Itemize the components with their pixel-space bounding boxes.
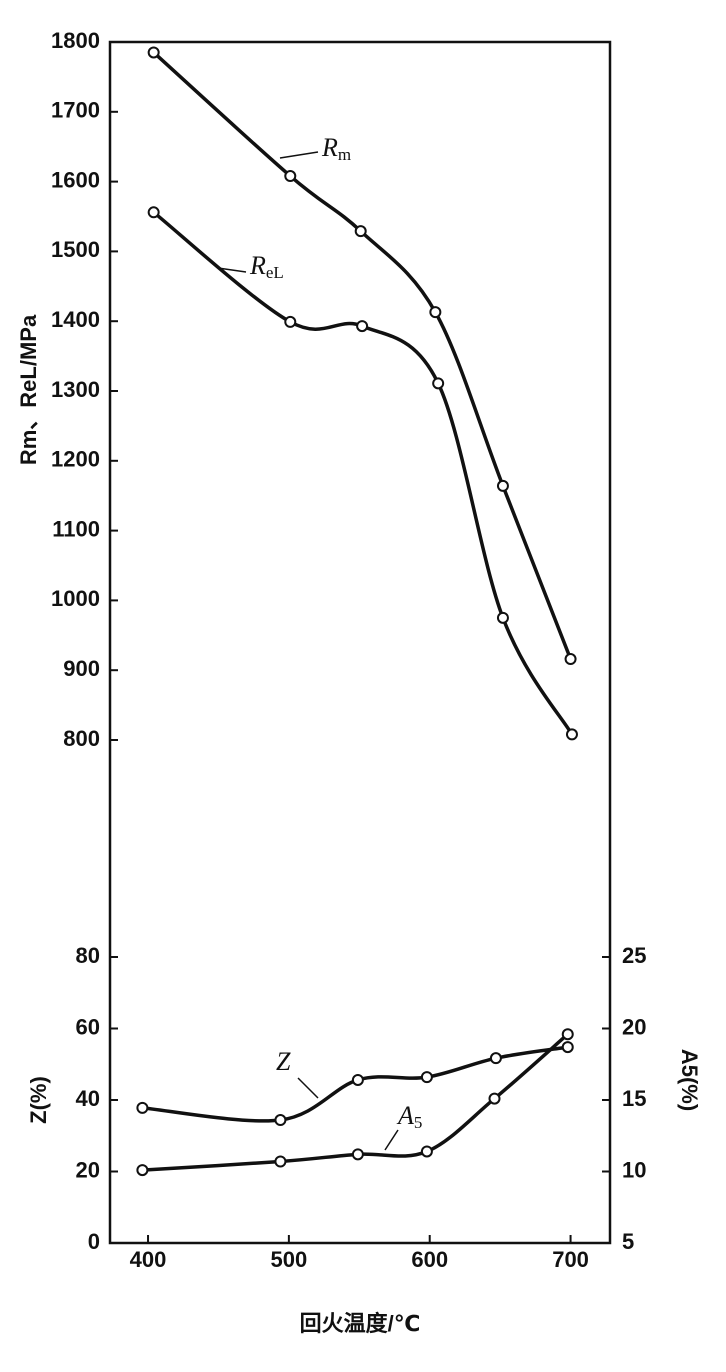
data-point [561, 1041, 574, 1054]
x-axis-label: 回火温度/℃ [300, 1311, 421, 1336]
y-tick-label: 20 [76, 1157, 100, 1182]
data-point [274, 1114, 287, 1127]
y-tick-label: 1600 [51, 167, 100, 192]
series-label: Rm [321, 133, 351, 164]
y2-tick-label: 20 [622, 1014, 646, 1039]
data-point [420, 1071, 433, 1084]
y-tick-label: 1400 [51, 307, 100, 332]
series-line [142, 1032, 569, 1172]
y2-tick-label: 25 [622, 943, 646, 968]
y-tick-label: 1200 [51, 447, 100, 472]
x-tick-label: 400 [130, 1247, 167, 1272]
y-tick-label: 1000 [51, 586, 100, 611]
plot-frame [108, 40, 612, 1245]
data-point [351, 1073, 364, 1086]
data-point [284, 315, 297, 328]
data-point [489, 1052, 502, 1065]
leader [297, 1077, 319, 1099]
x-tick-label: 700 [552, 1247, 589, 1272]
data-point [274, 1155, 287, 1168]
data-point [354, 225, 367, 238]
y-tick-label: 1500 [51, 237, 100, 262]
leader [384, 1129, 399, 1151]
y-tick-label: 800 [63, 726, 100, 751]
series-label: A5 [396, 1101, 422, 1132]
series-line [152, 51, 573, 660]
data-point [136, 1164, 149, 1177]
series-line [152, 210, 574, 736]
x-tick-label: 600 [411, 1247, 448, 1272]
y-axis-label: Z(%) [26, 1076, 51, 1124]
data-point [284, 170, 297, 183]
y2-tick-label: 5 [622, 1229, 634, 1254]
y-tick-label: 1700 [51, 98, 100, 123]
y-tick-label: 60 [76, 1014, 100, 1039]
y-tick-label: 1100 [52, 516, 100, 541]
data-point [496, 611, 509, 624]
data-point [351, 1148, 364, 1161]
y-tick-label: 0 [88, 1229, 100, 1254]
leader [217, 267, 247, 273]
data-point [147, 206, 160, 219]
y-tick-label: 40 [76, 1086, 100, 1111]
y-tick-label: 1800 [51, 28, 100, 53]
series-label: ReL [249, 251, 284, 282]
data-point [561, 1028, 574, 1041]
data-point [356, 320, 369, 333]
data-point [496, 479, 509, 492]
data-point [429, 306, 442, 319]
y-tick-label: 80 [76, 943, 100, 968]
leader [279, 151, 319, 159]
y2-axis-label: A5(%) [677, 1049, 702, 1111]
y-tick-label: 1300 [51, 377, 100, 402]
data-point [565, 728, 578, 741]
data-point [564, 653, 577, 666]
series-label: Z [276, 1047, 291, 1076]
data-point [420, 1145, 433, 1158]
x-tick-label: 500 [271, 1247, 308, 1272]
data-point [147, 46, 160, 59]
y-axis-label: Rm、ReL/MPa [16, 314, 41, 465]
y2-tick-label: 10 [622, 1157, 646, 1182]
y2-tick-label: 15 [622, 1086, 646, 1111]
leader-lines [217, 151, 399, 1151]
y-tick-label: 900 [63, 656, 100, 681]
data-point [432, 377, 445, 390]
data-point [488, 1092, 501, 1105]
data-point [136, 1101, 149, 1114]
